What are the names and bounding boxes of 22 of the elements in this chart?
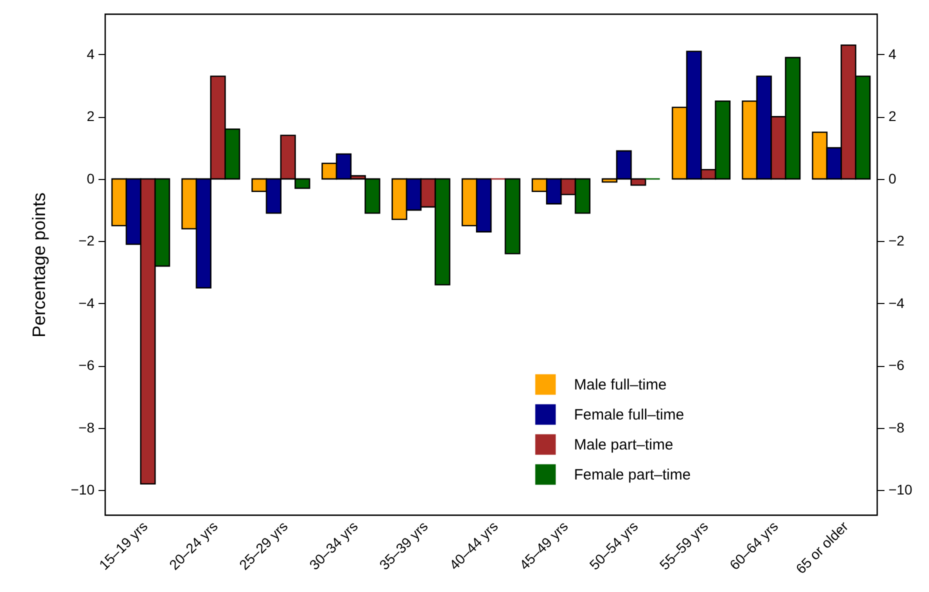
y2-tick-label: −6 [888,357,905,374]
y2-tick-label: 4 [888,46,896,62]
y-tick-label: 0 [86,170,95,186]
y-axis-title: Percentage points [28,192,49,338]
y2-tick-label: −8 [888,419,905,436]
y-tick-label: −2 [78,232,95,249]
bar [504,178,520,254]
y2-tick-label: −4 [888,294,905,311]
legend-label: Female full–time [574,406,684,424]
y-tick-label: −10 [70,482,95,498]
legend-label: Male part–time [574,436,674,454]
y2-tick-label: −10 [888,482,912,498]
y-tick-label: −6 [78,357,95,374]
y-tick-label: 2 [86,108,95,124]
legend-label: Female part–time [574,466,691,484]
y-tick-label: 4 [86,46,95,62]
y-tick-label: −4 [78,294,95,311]
y2-tick-label: 0 [888,170,896,186]
legend-label: Male full–time [574,376,667,394]
y-tick-label: −8 [78,419,95,436]
y2-tick-label: 2 [888,108,896,124]
y2-tick-label: −2 [888,232,905,249]
